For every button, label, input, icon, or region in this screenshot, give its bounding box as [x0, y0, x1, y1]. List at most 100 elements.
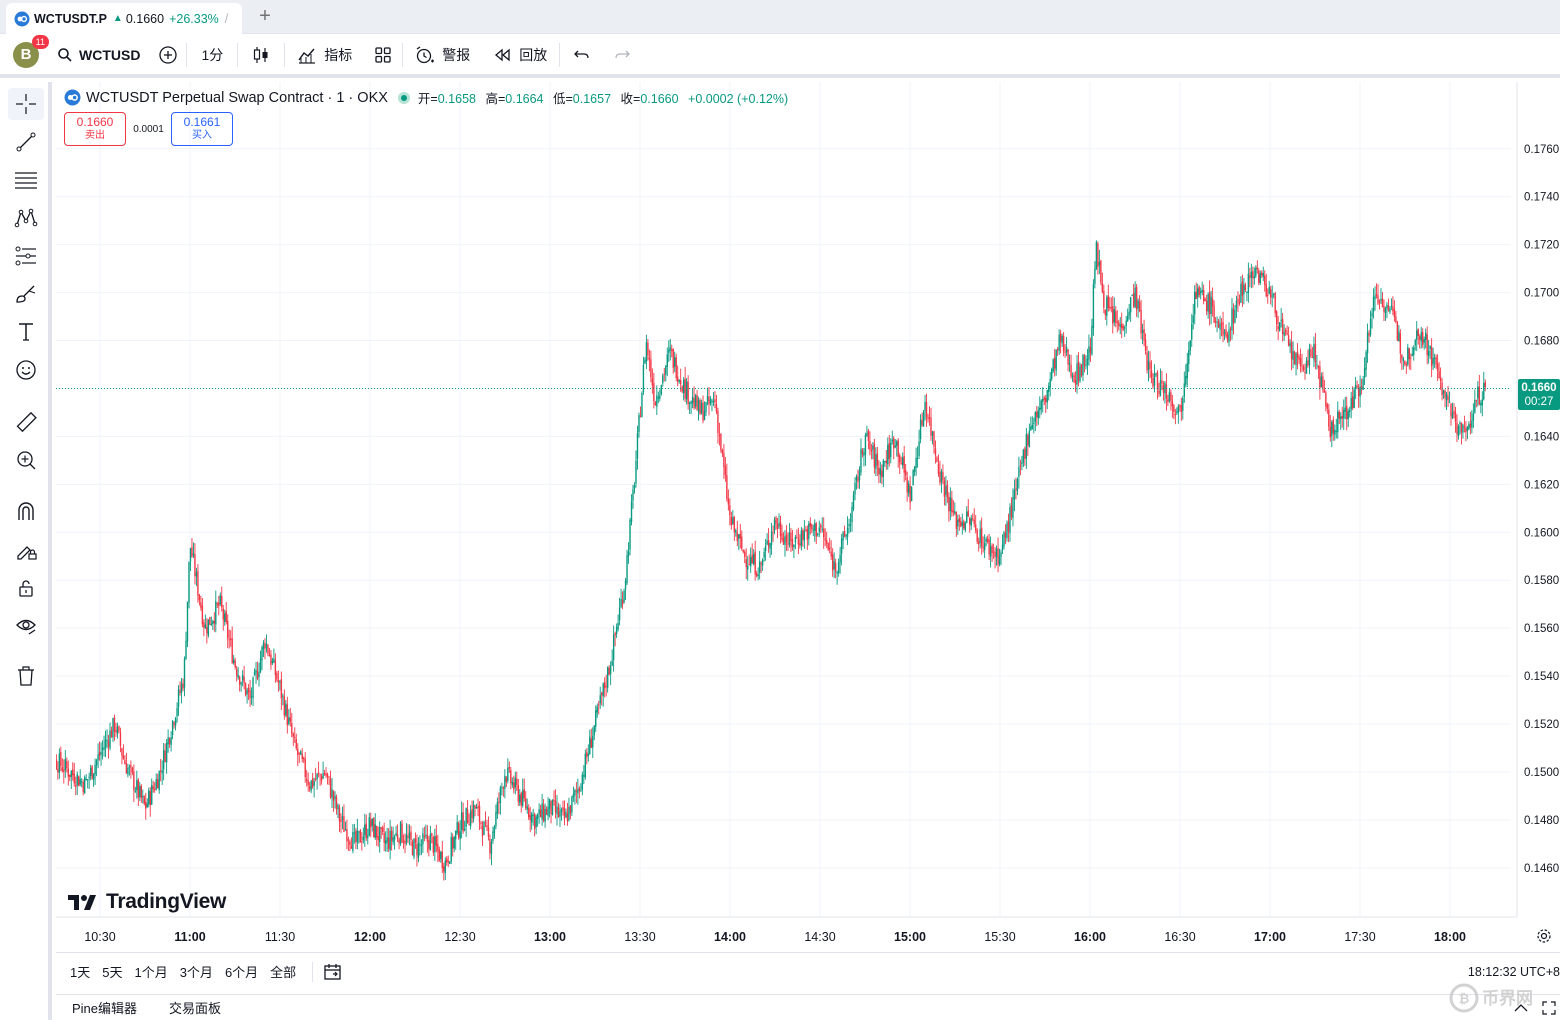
candle-body [227, 620, 229, 639]
range-button[interactable]: 6个月 [224, 965, 259, 980]
emoji-tool[interactable] [8, 354, 44, 386]
measure-tool[interactable] [8, 406, 44, 438]
candle-body [684, 378, 686, 399]
prediction-tool[interactable] [8, 240, 44, 272]
layouts-button[interactable] [364, 33, 402, 76]
candle-body [654, 402, 657, 406]
candle-body [1380, 298, 1382, 301]
range-button[interactable]: 1个月 [134, 965, 168, 980]
candle-body [1298, 356, 1300, 361]
maximize-icon[interactable] [1542, 1000, 1556, 1015]
candle-body [493, 826, 496, 834]
delete-drawings-tool[interactable] [8, 660, 44, 692]
candle-body [839, 554, 841, 563]
candle-body [782, 538, 785, 545]
range-button[interactable]: 3个月 [179, 965, 213, 980]
chart-area[interactable]: 0.17600.17400.17200.17000.16800.16600.16… [56, 82, 1560, 990]
candle-body [419, 843, 421, 845]
trend-line-tool[interactable] [8, 126, 44, 158]
candle-body [1234, 309, 1236, 323]
tradingview-logo-icon [68, 895, 96, 910]
chevron-up-icon[interactable] [1514, 1003, 1528, 1013]
legend-title[interactable]: WCTUSDT Perpetual Swap Contract · 1 · OK… [86, 89, 388, 106]
y-tick-label: 0.1500 [1524, 767, 1559, 779]
candle-body [1182, 398, 1184, 411]
range-button[interactable]: 1天 [70, 965, 91, 980]
range-button[interactable]: 全部 [270, 965, 297, 980]
candle-body [535, 816, 537, 827]
interval-button[interactable]: 1分 [201, 46, 224, 63]
candle-body [1104, 310, 1107, 316]
hide-drawings-tool[interactable] [8, 610, 44, 642]
candle-body [165, 742, 168, 763]
candle-body [1308, 348, 1311, 366]
candle-body [1034, 412, 1036, 422]
go-to-date-icon[interactable] [323, 962, 343, 982]
candle-body [1439, 377, 1442, 381]
symbol-tab[interactable]: WCTUSDT.P ▲ 0.1660 +26.33% / [6, 3, 242, 34]
candle-body [738, 534, 740, 539]
candle-body [854, 482, 856, 495]
candle-body [1316, 364, 1318, 366]
zoom-tool[interactable] [8, 444, 44, 476]
price-chart[interactable]: 0.17600.17400.17200.17000.16800.16600.16… [56, 82, 1560, 952]
trading-panel-tab[interactable]: 交易面板 [169, 1001, 222, 1016]
redo-button[interactable] [604, 33, 640, 76]
candle-body [645, 342, 648, 362]
crosshair-tool[interactable] [8, 88, 44, 120]
pattern-tool[interactable] [8, 202, 44, 234]
text-tool[interactable] [8, 316, 44, 348]
candle-body [128, 767, 131, 769]
settings-gear-icon[interactable] [1536, 928, 1552, 944]
candle-body [449, 861, 451, 864]
pine-editor-tab[interactable]: Pine编辑器 [72, 1001, 138, 1016]
candle-body [1292, 351, 1294, 360]
candle-body [675, 357, 677, 379]
candle-body [519, 794, 521, 803]
candle-body [1149, 362, 1151, 369]
candle-body [934, 448, 937, 456]
chart-type-button[interactable] [238, 33, 284, 76]
candle-body [359, 830, 362, 843]
candle-body [568, 806, 570, 820]
candle-body [583, 775, 585, 777]
magnet-tool[interactable] [8, 496, 44, 528]
candle-body [297, 748, 299, 755]
new-tab-icon[interactable]: + [259, 5, 271, 27]
candle-body [1261, 272, 1263, 276]
candle-body [1156, 372, 1159, 390]
avatar[interactable]: B 11 [13, 34, 49, 68]
tradingview-brand[interactable]: TradingView [68, 890, 226, 914]
okx-logo-icon [14, 11, 30, 26]
candle-body [1299, 358, 1302, 367]
candle-body [1211, 298, 1214, 307]
candle-body [1387, 305, 1390, 311]
range-button[interactable]: 5天 [102, 965, 123, 980]
candle-body [162, 749, 165, 770]
candle-body [758, 561, 761, 573]
clock-timezone[interactable]: 18:12:32 UTC+8 [1467, 964, 1560, 979]
lock-drawings-tool[interactable] [8, 534, 44, 566]
candle-body [265, 643, 268, 649]
candle-body [1356, 385, 1358, 387]
candle-body [536, 814, 539, 819]
compare-button[interactable] [150, 33, 186, 76]
buy-button[interactable]: 0.1661 买入 [171, 112, 233, 146]
fib-tool[interactable] [8, 164, 44, 196]
candle-body [426, 834, 429, 842]
indicators-button[interactable]: 指标 [285, 33, 364, 76]
candle-body [413, 839, 415, 857]
candle-body [1256, 267, 1259, 270]
sell-button[interactable]: 0.1660 卖出 [64, 112, 126, 146]
candle-body [307, 780, 309, 786]
candle-body [1204, 299, 1206, 302]
candle-body [1371, 312, 1373, 317]
alert-button[interactable]: 警报 [403, 33, 482, 76]
undo-button[interactable] [560, 33, 604, 76]
candle-body [703, 411, 706, 420]
replay-button[interactable]: 回放 [482, 33, 559, 76]
symbol-search-button[interactable]: WCTUSD [49, 33, 150, 76]
lock-tool[interactable] [8, 572, 44, 604]
brush-tool[interactable] [8, 278, 44, 310]
candle-body [1238, 301, 1241, 305]
